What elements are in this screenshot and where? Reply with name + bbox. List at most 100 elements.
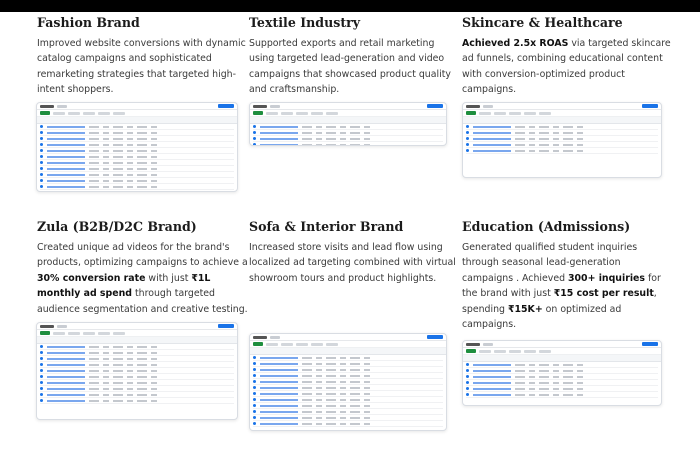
table-cell	[137, 137, 147, 140]
table-cell	[364, 362, 370, 365]
toolbar-item	[68, 111, 80, 115]
create-button	[253, 342, 263, 346]
table-row	[253, 124, 443, 130]
table-cell	[326, 398, 336, 401]
table-row	[253, 130, 443, 136]
app-header	[463, 103, 661, 110]
campaign-name	[260, 374, 298, 377]
highlight-text: 30% conversion rate	[37, 272, 146, 284]
primary-button	[427, 104, 443, 108]
table-cell	[302, 131, 312, 134]
campaign-name	[473, 143, 511, 146]
table-cell	[577, 387, 583, 390]
table-cell	[302, 380, 312, 383]
table-cell	[326, 374, 336, 377]
toolbar-item	[494, 349, 506, 353]
table-cell	[127, 143, 133, 146]
table-header	[463, 355, 661, 362]
table-cell	[350, 380, 360, 383]
table-body	[463, 362, 661, 398]
app-logo	[466, 342, 480, 346]
table-cell	[577, 369, 583, 372]
desc-text: Created unique ad videos for the brand's…	[37, 242, 248, 269]
toolbar-item	[524, 349, 536, 353]
table-cell	[89, 192, 99, 193]
table-header	[37, 117, 237, 124]
table-cell	[103, 369, 109, 372]
primary-button	[218, 104, 234, 108]
table-cell	[539, 143, 549, 146]
table-cell	[89, 363, 99, 366]
table-row	[466, 124, 658, 130]
create-button	[466, 349, 476, 353]
campaign-name	[47, 143, 85, 146]
table-cell	[326, 422, 336, 425]
table-cell	[137, 381, 147, 384]
table-cell	[553, 369, 559, 372]
campaign-name	[260, 137, 298, 140]
table-cell	[563, 125, 573, 128]
toolbar-item	[311, 111, 323, 115]
table-cell	[89, 155, 99, 158]
toolbar-item	[53, 111, 65, 115]
table-row	[253, 415, 443, 421]
table-cell	[103, 143, 109, 146]
app-logo	[253, 335, 267, 339]
campaign-name	[260, 356, 298, 359]
table-cell	[113, 137, 123, 140]
table-cell	[137, 155, 147, 158]
table-cell	[539, 131, 549, 134]
case-title: Skincare & Healthcare	[462, 15, 623, 30]
table-cell	[113, 345, 123, 348]
table-cell	[151, 369, 157, 372]
case-card-fashion: Fashion Brand Improved website conversio…	[37, 15, 249, 98]
toggle-icon	[40, 173, 43, 176]
campaign-name	[47, 399, 85, 402]
table-cell	[127, 369, 133, 372]
table-cell	[364, 131, 370, 134]
table-cell	[103, 173, 109, 176]
table-cell	[340, 416, 346, 419]
table-cell	[302, 368, 312, 371]
highlight-text: ₹15 cost per result	[553, 288, 654, 300]
table-cell	[151, 399, 157, 402]
campaign-name	[260, 125, 298, 128]
table-cell	[553, 393, 559, 396]
toggle-icon	[253, 137, 256, 140]
table-cell	[563, 387, 573, 390]
toolbar-item	[326, 342, 338, 346]
case-card-skincare: Skincare & Healthcare Achieved 2.5x ROAS…	[462, 15, 674, 98]
table-cell	[515, 363, 525, 366]
table-cell	[364, 386, 370, 389]
toggle-icon	[40, 185, 43, 188]
table-cell	[151, 179, 157, 182]
table-cell	[103, 351, 109, 354]
table-cell	[563, 369, 573, 372]
table-cell	[364, 380, 370, 383]
table-header	[250, 348, 446, 355]
campaign-name	[260, 398, 298, 401]
table-cell	[103, 185, 109, 188]
table-cell	[127, 375, 133, 378]
table-cell	[340, 386, 346, 389]
table-cell	[529, 375, 535, 378]
table-cell	[137, 143, 147, 146]
primary-button	[427, 335, 443, 339]
table-cell	[127, 179, 133, 182]
toggle-icon	[253, 368, 256, 371]
table-cell	[350, 362, 360, 365]
table-cell	[113, 381, 123, 384]
table-row	[40, 160, 234, 166]
campaign-name	[47, 161, 85, 164]
campaign-name	[47, 137, 85, 140]
table-cell	[577, 393, 583, 396]
table-cell	[326, 131, 336, 134]
campaign-name	[47, 185, 85, 188]
table-cell	[113, 369, 123, 372]
table-cell	[113, 167, 123, 170]
toggle-icon	[40, 125, 43, 128]
table-cell	[113, 149, 123, 152]
campaign-name	[473, 393, 511, 396]
table-cell	[316, 410, 322, 413]
toggle-icon	[253, 374, 256, 377]
